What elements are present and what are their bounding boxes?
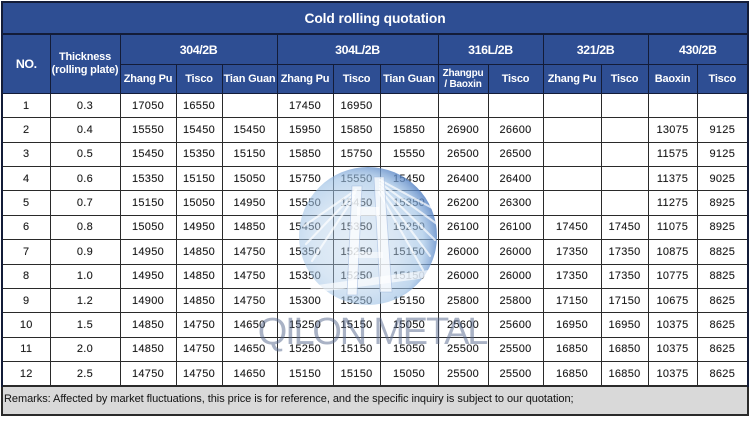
svg-text:QILON METAL: QILON METAL — [258, 311, 488, 353]
